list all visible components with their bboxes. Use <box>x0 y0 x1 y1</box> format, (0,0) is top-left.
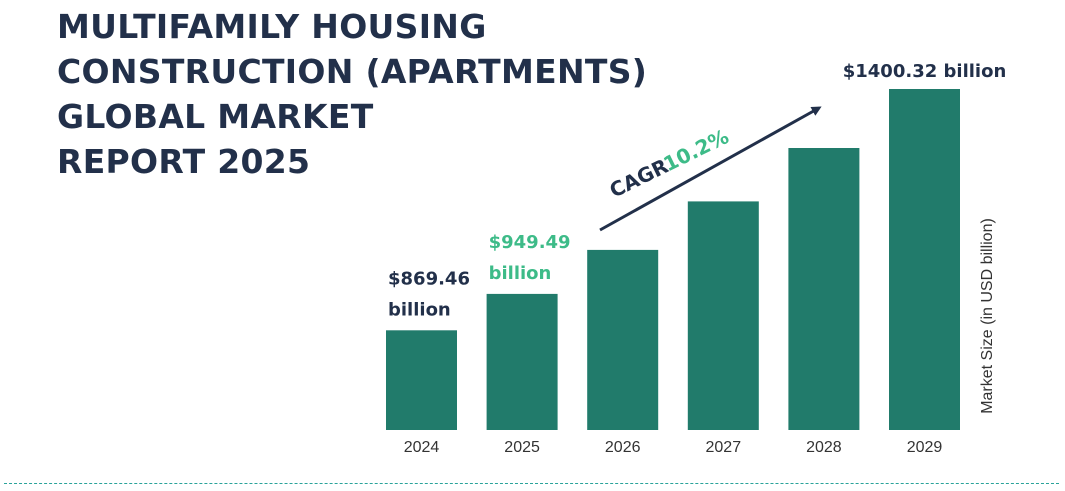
data-labels-layer: $869.46 billion $949.49 billion $1400.32 bil… <box>388 61 1006 320</box>
title-line-4: REPORT 2025 <box>57 142 311 181</box>
data-label-line: $869.46 <box>388 268 470 289</box>
cagr-value: 10.2% <box>660 124 733 176</box>
data-label-2025: $949.49 billion <box>489 232 571 284</box>
footer-divider <box>4 483 1059 484</box>
data-label-2029: $1400.32 billion <box>843 61 1007 82</box>
title-line-3: GLOBAL MARKET <box>57 97 374 136</box>
report-title: MULTIFAMILY HOUSING CONSTRUCTION (APARTM… <box>57 4 677 184</box>
title-line-2: CONSTRUCTION (APARTMENTS) <box>57 52 648 91</box>
bar-2029 <box>889 89 960 430</box>
bar-2027 <box>687 201 759 430</box>
growth-arrow <box>599 106 822 232</box>
data-label-line: billion <box>388 299 451 320</box>
y-axis-label: Market Size (in USD billion) <box>979 218 996 414</box>
bars-layer <box>386 89 960 430</box>
title-line-1: MULTIFAMILY HOUSING <box>57 7 487 46</box>
x-tick-label-2025: 2025 <box>504 439 540 456</box>
x-tick-label-2026: 2026 <box>605 439 641 456</box>
data-label-2024: $869.46 billion <box>388 268 470 320</box>
bar-2025 <box>486 293 558 430</box>
tick-labels-layer: 2024 2025 2026 2027 2028 2029 <box>404 439 943 456</box>
bar-2026 <box>587 249 659 430</box>
data-label-line: $949.49 <box>489 232 571 253</box>
data-label-line: billion <box>489 263 552 284</box>
x-tick-label-2028: 2028 <box>806 439 842 456</box>
x-tick-label-2029: 2029 <box>907 439 943 456</box>
data-label-line: $1400.32 billion <box>843 61 1007 82</box>
bar-2024 <box>386 330 457 430</box>
x-tick-label-2024: 2024 <box>404 439 440 456</box>
x-tick-label-2027: 2027 <box>706 439 742 456</box>
bar-2028 <box>788 148 860 430</box>
